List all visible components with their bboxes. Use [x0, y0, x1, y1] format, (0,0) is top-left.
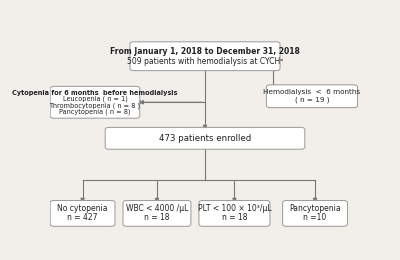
Text: No cytopenia: No cytopenia: [57, 204, 108, 213]
FancyBboxPatch shape: [266, 85, 358, 108]
Text: n =10: n =10: [304, 213, 327, 223]
Text: n = 18: n = 18: [144, 213, 170, 223]
Text: Cytopenia for 6 months  before hemodialysis: Cytopenia for 6 months before hemodialys…: [12, 90, 178, 96]
FancyBboxPatch shape: [199, 200, 270, 226]
Text: Pancytopenia ( n = 8): Pancytopenia ( n = 8): [59, 108, 131, 115]
Text: Leucopenia ( n = 1): Leucopenia ( n = 1): [62, 96, 127, 102]
FancyBboxPatch shape: [283, 200, 348, 226]
Text: From January 1, 2018 to December 31, 2018: From January 1, 2018 to December 31, 201…: [110, 47, 300, 55]
Text: n = 427: n = 427: [67, 213, 98, 223]
Text: PLT < 100 × 10³/μL: PLT < 100 × 10³/μL: [198, 204, 271, 213]
FancyBboxPatch shape: [50, 86, 140, 118]
Text: 509 patients with hemodialysis at CYCHᵃ: 509 patients with hemodialysis at CYCHᵃ: [127, 57, 283, 66]
Text: Hemodialysis  <  6 months: Hemodialysis < 6 months: [263, 89, 360, 95]
Text: ( n = 19 ): ( n = 19 ): [295, 97, 329, 103]
Text: n = 18: n = 18: [222, 213, 247, 223]
FancyBboxPatch shape: [50, 200, 115, 226]
FancyBboxPatch shape: [130, 42, 280, 71]
FancyBboxPatch shape: [123, 200, 191, 226]
FancyBboxPatch shape: [105, 127, 305, 149]
Text: Thrombocytopenia ( n = 8 ): Thrombocytopenia ( n = 8 ): [50, 102, 140, 109]
Text: Pancytopenia: Pancytopenia: [289, 204, 341, 213]
Text: 473 patients enrolled: 473 patients enrolled: [159, 134, 251, 143]
Text: WBC < 4000 /μL: WBC < 4000 /μL: [126, 204, 188, 213]
